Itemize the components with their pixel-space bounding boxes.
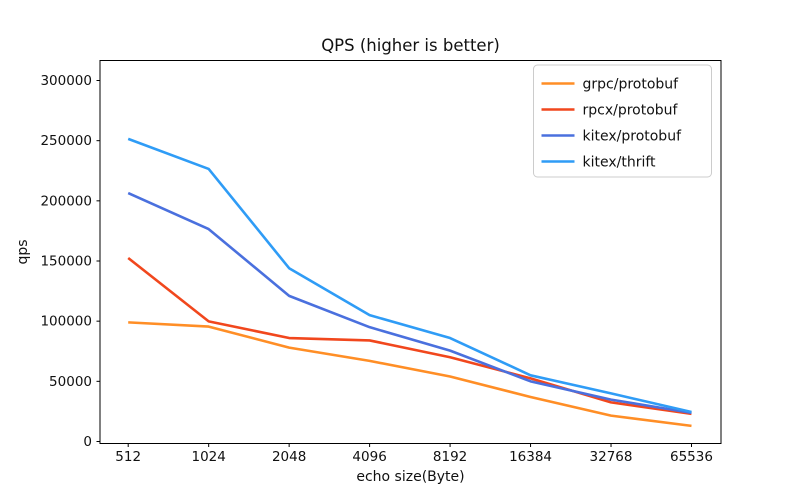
line-grpc-protobuf [128,321,692,428]
legend-box [533,64,712,178]
legend-label-rpcx-protobuf: rpcx/protobuf [583,103,679,119]
plot-spines [99,60,722,444]
line-rpcx-protobuf [127,256,692,416]
y-tick-label: 50000 [49,374,92,390]
x-tick-label: 65536 [670,449,713,465]
y-tick-label: 250000 [40,133,92,149]
y-tick-label: 100000 [40,314,92,330]
x-tick-label: 32768 [590,449,633,465]
y-axis-label: qps [15,239,31,264]
legend-label-grpc-protobuf: grpc/protobuf [583,77,680,93]
line-kitex-thrift [127,137,692,414]
y-tick-label: 200000 [40,193,92,209]
x-tick-label: 512 [115,449,141,465]
x-axis-label: echo size(Byte) [356,469,464,485]
y-tick-label: 300000 [40,73,92,89]
x-tick-label: 8192 [433,449,467,465]
x-tick-label: 16384 [509,449,552,465]
y-tick-label: 0 [83,434,92,450]
chart-title: QPS (higher is better) [321,36,500,55]
legend-label-kitex-protobuf: kitex/protobuf [583,129,683,145]
x-tick-label: 4096 [352,449,386,465]
legend-label-kitex-thrift: kitex/thrift [583,155,657,171]
x-tick-label: 1024 [191,449,225,465]
x-tick-label: 2048 [272,449,306,465]
y-tick-label: 150000 [40,254,92,270]
line-kitex-protobuf [127,191,692,415]
